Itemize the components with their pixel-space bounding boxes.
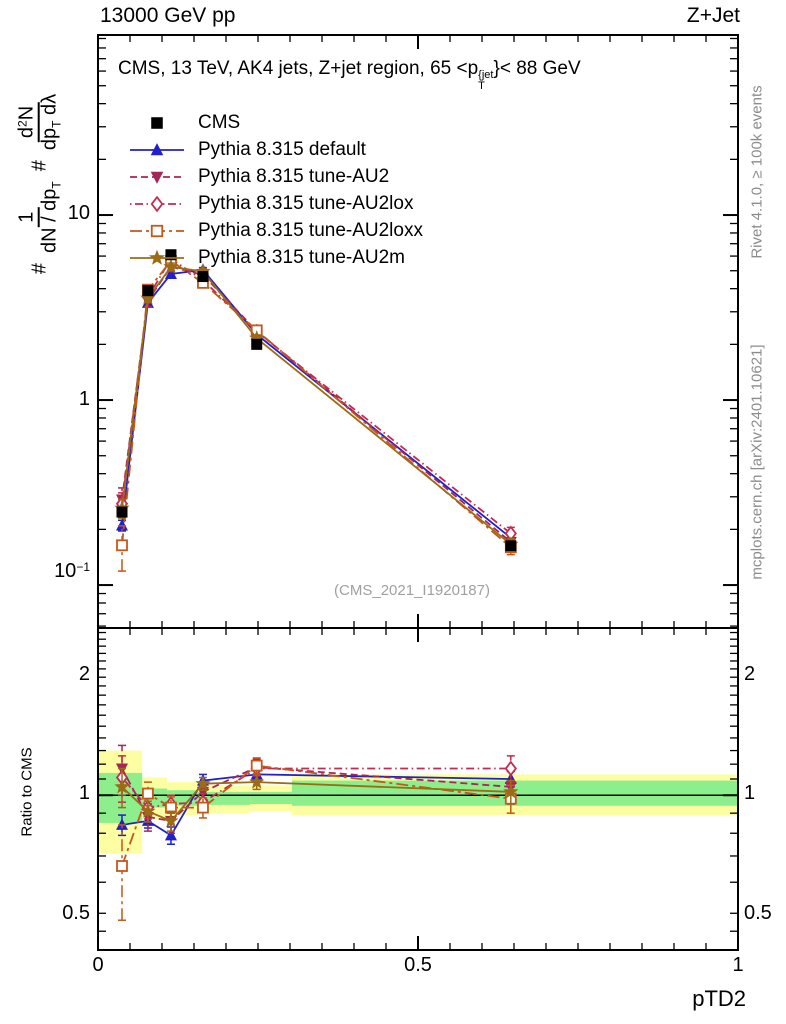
hash-symbol: #	[28, 263, 51, 275]
legend-item: Pythia 8.315 tune-AU2lox	[128, 190, 423, 217]
pt-jet-range: {jet T	[478, 69, 494, 92]
ratio-ytick-left-0p5: 0.5	[62, 902, 90, 924]
main-y-axis-label: # 1 dN / dpT # d2N dpT dλ	[15, 90, 64, 275]
fraction-2: d2N dpT dλ	[15, 93, 64, 151]
legend-marker-icon	[130, 171, 184, 184]
ratio-panel-chart	[97, 627, 739, 951]
analysis-watermark: (CMS_2021_I1920187)	[334, 582, 490, 599]
ratio-ytick-right-0p5: 0.5	[744, 902, 772, 924]
legend-marker-icon	[151, 116, 163, 129]
ratio-ytick-right-1: 1	[744, 782, 756, 804]
legend-item: Pythia 8.315 tune-AU2loxx	[128, 217, 423, 244]
legend-marker-icon	[130, 249, 184, 265]
series-pythia-8-315-tune-au2	[116, 261, 517, 551]
legend-item: Pythia 8.315 tune-AU2m	[128, 244, 423, 271]
legend-label: Pythia 8.315 tune-AU2loxx	[198, 219, 423, 241]
legend-marker-icon	[130, 195, 184, 212]
series-pythia-8-315-tune-au2m	[114, 767, 519, 832]
mcplots-arxiv-note: mcplots.cern.ch [arXiv:2401.10621]	[748, 344, 766, 580]
legend-label: Pythia 8.315 tune-AU2m	[198, 246, 406, 268]
hash-symbol: #	[28, 160, 51, 172]
main-ytick-1: 1	[78, 388, 90, 410]
legend-label: CMS	[198, 111, 241, 133]
xtick-0: 0	[92, 954, 104, 976]
legend-label: Pythia 8.315 tune-AU2	[198, 165, 390, 187]
xtick-1: 1	[732, 954, 744, 976]
main-ytick-0p1: 10−1	[54, 560, 90, 582]
legend: CMS Pythia 8.315 default Pythia 8.315 tune…	[128, 109, 423, 271]
ratio-y-axis-label: Ratio to CMS	[18, 747, 36, 837]
legend-marker-icon	[130, 224, 184, 237]
legend-item: Pythia 8.315 default	[128, 136, 423, 163]
legend-item: Pythia 8.315 tune-AU2	[128, 163, 423, 190]
x-axis-title: pTD2	[692, 986, 746, 1011]
ratio-ytick-left-2: 2	[78, 663, 90, 685]
legend-item: CMS	[128, 109, 423, 136]
rivet-version-note: Rivet 4.1.0, ≥ 100k events	[748, 85, 766, 259]
legend-label: Pythia 8.315 default	[198, 138, 366, 160]
ratio-ytick-left-1: 1	[78, 782, 90, 804]
beam-energy-title: 13000 GeV pp	[100, 4, 236, 27]
main-panel-chart	[97, 34, 739, 629]
main-ytick-10: 10	[67, 202, 90, 224]
series-cms	[116, 249, 517, 552]
xtick-0p5: 0.5	[404, 954, 432, 976]
green-uncertainty-band	[250, 791, 292, 804]
legend-marker-icon	[130, 142, 184, 155]
series-pythia-8-315-tune-au2loxx	[116, 255, 517, 572]
series-pythia-8-315-tune-au2m	[114, 258, 519, 552]
ratio-ytick-right-2: 2	[744, 663, 756, 685]
panel-title: CMS, 13 TeV, AK4 jets, Z+jet region, 65 …	[118, 58, 581, 92]
legend-label: Pythia 8.315 tune-AU2lox	[198, 192, 414, 214]
panel-frame	[97, 627, 739, 951]
process-title: Z+Jet	[686, 4, 740, 27]
